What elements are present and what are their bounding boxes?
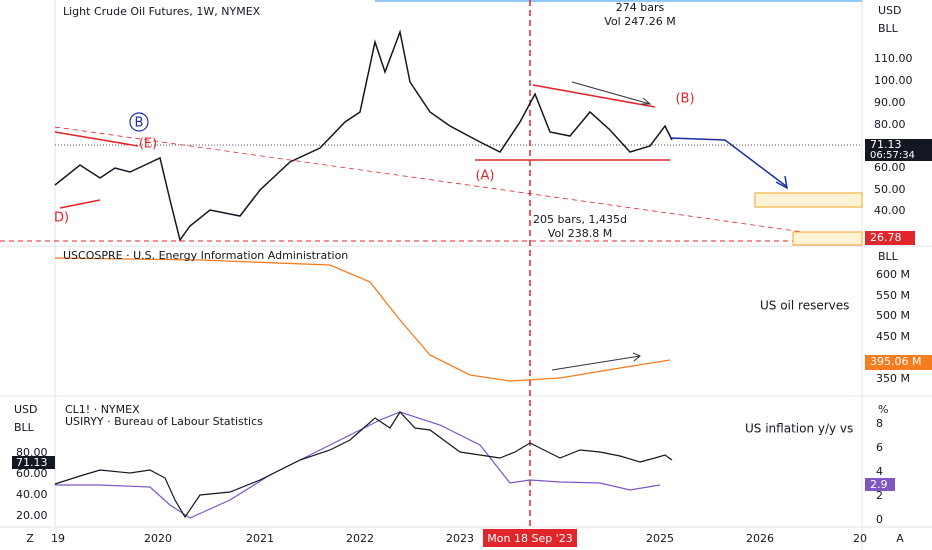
last-price-badge — [12, 456, 55, 469]
wave-label: (A) — [475, 169, 494, 184]
axis-label: 550 M — [876, 289, 910, 302]
countdown: 06:57:34 — [870, 150, 915, 161]
axis-label: 350 M — [876, 372, 910, 385]
axis-label: 80.00 — [16, 446, 48, 459]
axis-unit: BLL — [14, 421, 35, 434]
axis-currency: USD — [878, 4, 902, 17]
axis-label: 2021 — [246, 532, 274, 545]
axis-button[interactable]: Z — [26, 532, 34, 545]
trend-line — [54, 126, 861, 241]
arrow-head — [632, 352, 641, 362]
note: US inflation y/y vs — [745, 422, 853, 436]
reserves-series — [54, 257, 671, 382]
trend-line — [532, 84, 656, 108]
measure-text: Vol 247.26 M — [604, 15, 675, 28]
cursor-badge — [483, 529, 577, 547]
last-price-badge — [865, 139, 932, 161]
low-badge — [865, 231, 915, 245]
cursor-label: Mon 18 Sep '23 — [487, 532, 572, 545]
axis-button[interactable]: A — [896, 532, 904, 545]
axis-label: 6 — [876, 441, 883, 454]
axis-label: 19 — [51, 532, 65, 545]
axis-unit: BLL — [878, 22, 899, 35]
axis-label: 2020 — [144, 532, 172, 545]
axis-label: 60.00 — [874, 161, 906, 174]
panel-title: Light Crude Oil Futures, 1W, NYMEX — [63, 5, 261, 18]
axis-label: 80.00 — [874, 118, 906, 131]
arrow — [571, 81, 651, 105]
axis-label: 450 M — [876, 330, 910, 343]
axis-unit: BLL — [878, 250, 899, 263]
axis-label: 60.00 — [16, 467, 48, 480]
wave-label: (E) — [139, 137, 157, 152]
measure-text: Vol 238.8 M — [548, 227, 612, 240]
axis-label: 2 — [876, 489, 883, 502]
last-value-badge — [865, 355, 932, 370]
axis-label: 20.00 — [16, 509, 48, 522]
measure-text: 205 bars, 1,435d — [533, 213, 627, 226]
axis-label: 2025 — [646, 532, 674, 545]
arrow — [551, 355, 641, 371]
trend-line — [54, 131, 139, 147]
panel-title: CL1! · NYMEX — [65, 403, 140, 416]
axis-label: 8 — [876, 417, 883, 430]
target-zone — [792, 231, 863, 246]
last-value: 2.9 — [870, 478, 888, 491]
axis-label: 110.00 — [874, 52, 913, 65]
axis-label: 90.00 — [874, 96, 906, 109]
axis-label: 20 — [853, 532, 867, 545]
axis-label: 100.00 — [874, 74, 913, 87]
last-value: 395.06 M — [870, 355, 921, 368]
axis-currency: USD — [14, 403, 38, 416]
trend-line — [59, 199, 101, 209]
note: US oil reserves — [760, 299, 849, 313]
arrow-head — [775, 175, 788, 190]
panel-title: USIRYY · Bureau of Labour Statistics — [65, 415, 263, 428]
low-price: 26.78 — [870, 231, 902, 244]
arrow-head — [641, 97, 652, 105]
wave-label: (B) — [675, 92, 694, 107]
measure-text: 274 bars — [616, 1, 665, 14]
target-zone — [754, 192, 863, 208]
axis-label: 2023 — [446, 532, 474, 545]
axis-label: 4 — [876, 465, 883, 478]
forecast-arrow — [669, 137, 787, 187]
axis-label: 500 M — [876, 309, 910, 322]
axis-label: 40.00 — [16, 488, 48, 501]
wave-label: D) — [54, 211, 69, 226]
axis-label: 50.00 — [874, 183, 906, 196]
wave-circle — [129, 112, 149, 132]
axis-unit: % — [878, 403, 888, 416]
axis-label: 2026 — [746, 532, 774, 545]
last-value-badge — [865, 478, 895, 491]
inflation-series — [55, 411, 661, 519]
axis-label: 0 — [876, 513, 883, 526]
price-series — [54, 29, 673, 242]
axis-label: 2022 — [346, 532, 374, 545]
axis-label: 40.00 — [874, 204, 906, 217]
axis-label: 600 M — [876, 268, 910, 281]
last-price: 71.13 — [16, 456, 48, 469]
wave-label: B — [135, 116, 144, 131]
price-series — [54, 411, 673, 519]
panel-title: USCOSPRE · U.S. Energy Information Admin… — [63, 249, 348, 262]
last-price: 71.13 — [870, 138, 902, 151]
